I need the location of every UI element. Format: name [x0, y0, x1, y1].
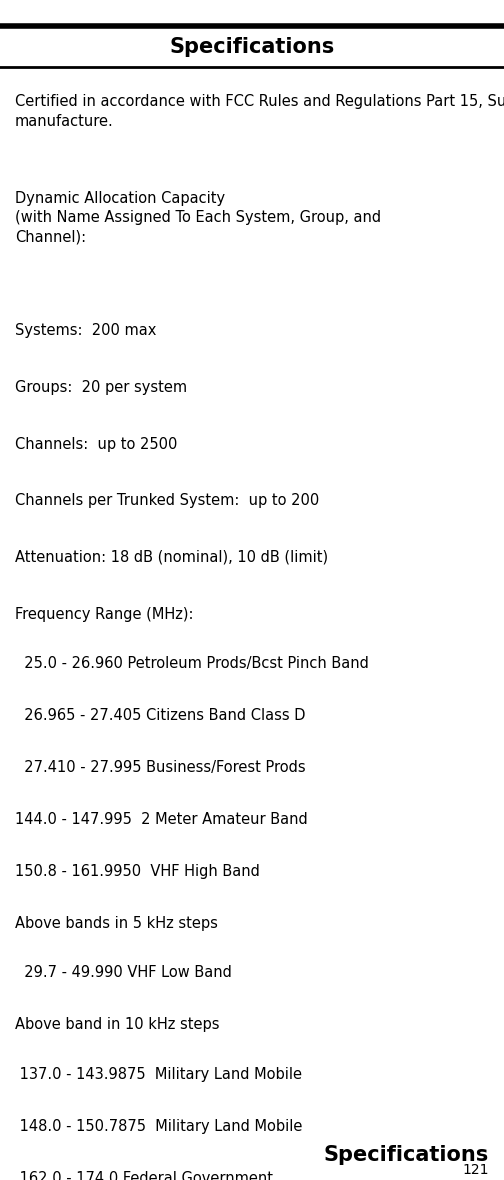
Text: 121: 121 — [462, 1163, 489, 1178]
Text: 137.0 - 143.9875  Military Land Mobile: 137.0 - 143.9875 Military Land Mobile — [15, 1067, 302, 1082]
Text: Certified in accordance with FCC Rules and Regulations Part 15, Subpart C, as of: Certified in accordance with FCC Rules a… — [15, 94, 504, 129]
Text: Frequency Range (MHz):: Frequency Range (MHz): — [15, 607, 194, 622]
Text: 144.0 - 147.995  2 Meter Amateur Band: 144.0 - 147.995 2 Meter Amateur Band — [15, 812, 308, 827]
Text: Channels per Trunked System:  up to 200: Channels per Trunked System: up to 200 — [15, 493, 320, 509]
Text: Specifications: Specifications — [169, 38, 335, 57]
Text: 25.0 - 26.960 Petroleum Prods/Bcst Pinch Band: 25.0 - 26.960 Petroleum Prods/Bcst Pinch… — [15, 656, 369, 671]
Text: Above bands in 5 kHz steps: Above bands in 5 kHz steps — [15, 916, 218, 931]
Text: 27.410 - 27.995 Business/Forest Prods: 27.410 - 27.995 Business/Forest Prods — [15, 760, 306, 775]
Text: Systems:  200 max: Systems: 200 max — [15, 323, 157, 339]
Text: Channels:  up to 2500: Channels: up to 2500 — [15, 437, 177, 452]
Text: Dynamic Allocation Capacity
(with Name Assigned To Each System, Group, and
Chann: Dynamic Allocation Capacity (with Name A… — [15, 191, 381, 244]
Text: 26.965 - 27.405 Citizens Band Class D: 26.965 - 27.405 Citizens Band Class D — [15, 708, 305, 723]
Text: 29.7 - 49.990 VHF Low Band: 29.7 - 49.990 VHF Low Band — [15, 965, 232, 981]
Text: Groups:  20 per system: Groups: 20 per system — [15, 380, 187, 395]
Text: 162.0 - 174.0 Federal Government: 162.0 - 174.0 Federal Government — [15, 1171, 273, 1180]
Text: 150.8 - 161.9950  VHF High Band: 150.8 - 161.9950 VHF High Band — [15, 864, 260, 879]
Text: Attenuation: 18 dB (nominal), 10 dB (limit): Attenuation: 18 dB (nominal), 10 dB (lim… — [15, 550, 328, 565]
Text: Specifications: Specifications — [324, 1145, 489, 1165]
Text: 148.0 - 150.7875  Military Land Mobile: 148.0 - 150.7875 Military Land Mobile — [15, 1119, 302, 1134]
Text: Above band in 10 kHz steps: Above band in 10 kHz steps — [15, 1017, 220, 1032]
